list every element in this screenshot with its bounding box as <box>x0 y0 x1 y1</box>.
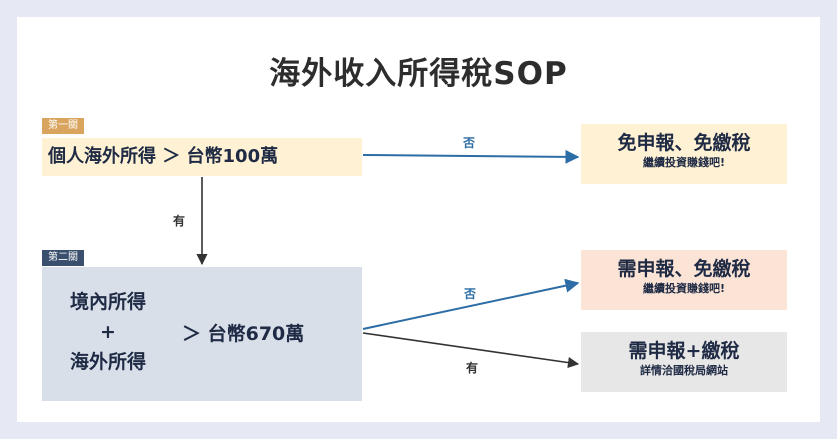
result-no-filing-main: 免申報、免繳稅 <box>617 132 751 154</box>
stage2-plus: + <box>100 321 116 343</box>
stage2-threshold: ＞ 台幣670萬 <box>182 323 305 345</box>
edge-label-stage2-yes: 有 <box>466 361 479 375</box>
stage2-overseas-income: 海外所得 <box>69 351 146 373</box>
stage2-tag: 第二關 <box>42 250 84 266</box>
edge-label-stage1-no: 否 <box>463 136 476 150</box>
page-title: 海外收入所得稅SOP <box>269 56 568 92</box>
stage2-domestic-income: 境內所得 <box>69 291 146 313</box>
result-file-no-tax: 需申報、免繳稅 繼續投資賺錢吧! <box>581 250 787 310</box>
arrow-stage2-no <box>362 278 580 330</box>
result-no-filing: 免申報、免繳稅 繼續投資賺錢吧! <box>581 124 787 184</box>
stage1-box: 個人海外所得 ＞ 台幣100萬 <box>42 138 362 176</box>
result-file-no-tax-sub: 繼續投資賺錢吧! <box>642 282 726 295</box>
result-no-filing-sub: 繼續投資賺錢吧! <box>642 156 726 169</box>
result-file-and-tax: 需申報+繳稅 詳情洽國稅局網站 <box>581 332 787 392</box>
result-file-and-tax-sub: 詳情洽國稅局網站 <box>640 364 728 377</box>
stage1-tag: 第一關 <box>42 118 84 134</box>
stage1-condition: 個人海外所得 ＞ 台幣100萬 <box>48 146 279 167</box>
stage2-box: 境內所得 + 海外所得 ＞ 台幣670萬 <box>42 267 362 401</box>
arrow-stage2-yes <box>362 332 580 369</box>
result-file-and-tax-main: 需申報+繳稅 <box>628 340 740 362</box>
stage2-income-sum: 境內所得 + 海外所得 <box>48 287 168 377</box>
arrow-stage1-no <box>362 149 580 164</box>
result-file-no-tax-main: 需申報、免繳稅 <box>617 258 751 280</box>
edge-label-stage1-yes: 有 <box>173 214 186 228</box>
edge-label-stage2-no: 否 <box>464 287 477 301</box>
